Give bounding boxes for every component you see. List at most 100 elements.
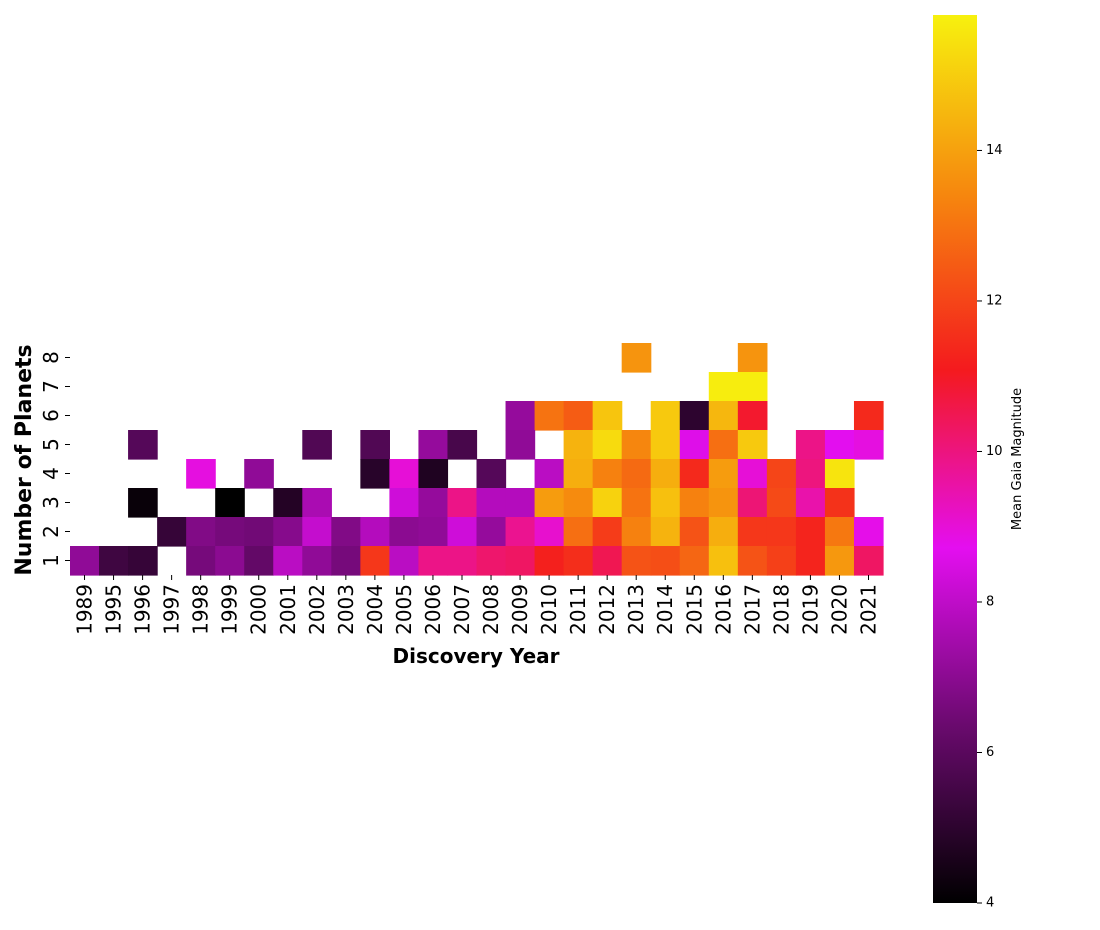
heatmap-cell <box>534 517 565 547</box>
heatmap-cell <box>621 430 652 460</box>
heatmap-cell <box>128 430 158 460</box>
heatmap-cell <box>534 459 565 489</box>
heatmap-cell <box>766 546 797 576</box>
heatmap-cell <box>679 430 710 460</box>
x-tick-label: 2012 <box>595 584 619 635</box>
heatmap-cell <box>650 401 681 431</box>
heatmap-cell <box>621 517 652 547</box>
x-tick-label: 1995 <box>102 584 126 635</box>
colorbar: 4 6 8 10 12 14 Mean Gaia Magnitude <box>933 15 1025 911</box>
heatmap-cell <box>505 517 536 547</box>
heatmap-cell <box>563 459 594 489</box>
heatmap-cell <box>389 546 420 576</box>
heatmap-cell <box>128 488 158 518</box>
x-tick-label: 2000 <box>247 584 271 635</box>
heatmap-cell <box>418 546 449 576</box>
heatmap-cell <box>360 459 390 489</box>
heatmap-cell <box>679 517 710 547</box>
y-axis-ticks: 8 7 6 5 4 3 2 1 <box>39 351 70 567</box>
heatmap-cell <box>708 430 739 460</box>
colorbar-tick-label: 6 <box>986 745 994 760</box>
x-tick-label: 2009 <box>508 584 532 635</box>
heatmap-cell <box>476 546 507 576</box>
y-tick-label: 4 <box>39 467 63 480</box>
heatmap-cell <box>853 546 884 576</box>
heatmap-cell <box>389 459 420 489</box>
heatmap-cell <box>360 430 390 460</box>
x-tick-label: 2018 <box>769 584 793 635</box>
colorbar-tick-label: 14 <box>986 143 1003 158</box>
heatmap-cell <box>563 488 594 518</box>
x-tick-label: 1997 <box>160 584 184 635</box>
x-tick-label: 2011 <box>566 584 590 635</box>
x-tick-label: 2020 <box>827 584 851 635</box>
heatmap-cells <box>70 343 884 576</box>
heatmap-cell <box>534 546 565 576</box>
heatmap-cell <box>708 488 739 518</box>
x-tick-label: 2007 <box>450 584 474 635</box>
colorbar-gradient <box>933 15 977 903</box>
heatmap-cell <box>418 517 449 547</box>
heatmap-cell <box>360 546 390 576</box>
heatmap-cell <box>273 517 303 547</box>
heatmap-cell <box>505 488 536 518</box>
colorbar-tick-label: 12 <box>986 293 1003 308</box>
y-tick-label: 5 <box>39 438 63 451</box>
heatmap-cell <box>331 517 361 547</box>
x-tick-label: 2008 <box>479 584 503 635</box>
x-tick-label: 2019 <box>798 584 822 635</box>
heatmap-cell <box>708 372 739 402</box>
heatmap-cell <box>592 546 623 576</box>
heatmap-cell <box>99 546 129 576</box>
heatmap-cell <box>418 459 449 489</box>
heatmap-cell <box>650 517 681 547</box>
heatmap-cell <box>418 488 449 518</box>
heatmap-cell <box>244 546 274 576</box>
heatmap-cell <box>215 517 245 547</box>
x-tick-label: 1999 <box>218 584 242 635</box>
x-tick-label: 1996 <box>131 584 155 635</box>
heatmap-cell <box>186 546 216 576</box>
heatmap-cell <box>244 459 274 489</box>
heatmap-cell <box>563 401 594 431</box>
heatmap-cell <box>621 459 652 489</box>
y-tick-label: 3 <box>39 496 63 509</box>
heatmap-cell <box>679 401 710 431</box>
heatmap-cell <box>708 546 739 576</box>
heatmap-cell <box>302 517 332 547</box>
heatmap-cell <box>824 517 855 547</box>
x-tick-label: 2021 <box>856 584 880 635</box>
heatmap-cell <box>795 546 826 576</box>
heatmap-cell <box>273 488 303 518</box>
heatmap-cell <box>302 546 332 576</box>
heatmap-cell <box>737 401 768 431</box>
heatmap-cell <box>447 546 478 576</box>
heatmap-cell <box>534 488 565 518</box>
heatmap-cell <box>389 488 420 518</box>
heatmap-cell <box>563 517 594 547</box>
x-tick-label: 2014 <box>653 584 677 635</box>
heatmap-cell <box>563 546 594 576</box>
heatmap-cell <box>418 430 449 460</box>
heatmap-cell <box>824 459 855 489</box>
colorbar-tick-label: 8 <box>986 594 994 609</box>
heatmap-cell <box>766 517 797 547</box>
x-tick-label: 2001 <box>276 584 300 635</box>
heatmap-cell <box>592 517 623 547</box>
colorbar-tick-label: 4 <box>986 896 994 911</box>
y-tick-label: 1 <box>39 554 63 567</box>
heatmap-cell <box>447 430 478 460</box>
colorbar-tick-label: 10 <box>986 444 1003 459</box>
heatmap-cell <box>650 430 681 460</box>
x-tick-label: 2013 <box>624 584 648 635</box>
heatmap-cell <box>853 401 884 431</box>
heatmap-cell <box>534 401 565 431</box>
heatmap-cell <box>853 430 884 460</box>
heatmap-cell <box>737 517 768 547</box>
heatmap-cell <box>679 488 710 518</box>
x-tick-label: 2002 <box>305 584 329 635</box>
heatmap-cell <box>621 488 652 518</box>
heatmap-cell <box>244 517 274 547</box>
x-tick-label: 2010 <box>537 584 561 635</box>
heatmap-cell <box>592 401 623 431</box>
